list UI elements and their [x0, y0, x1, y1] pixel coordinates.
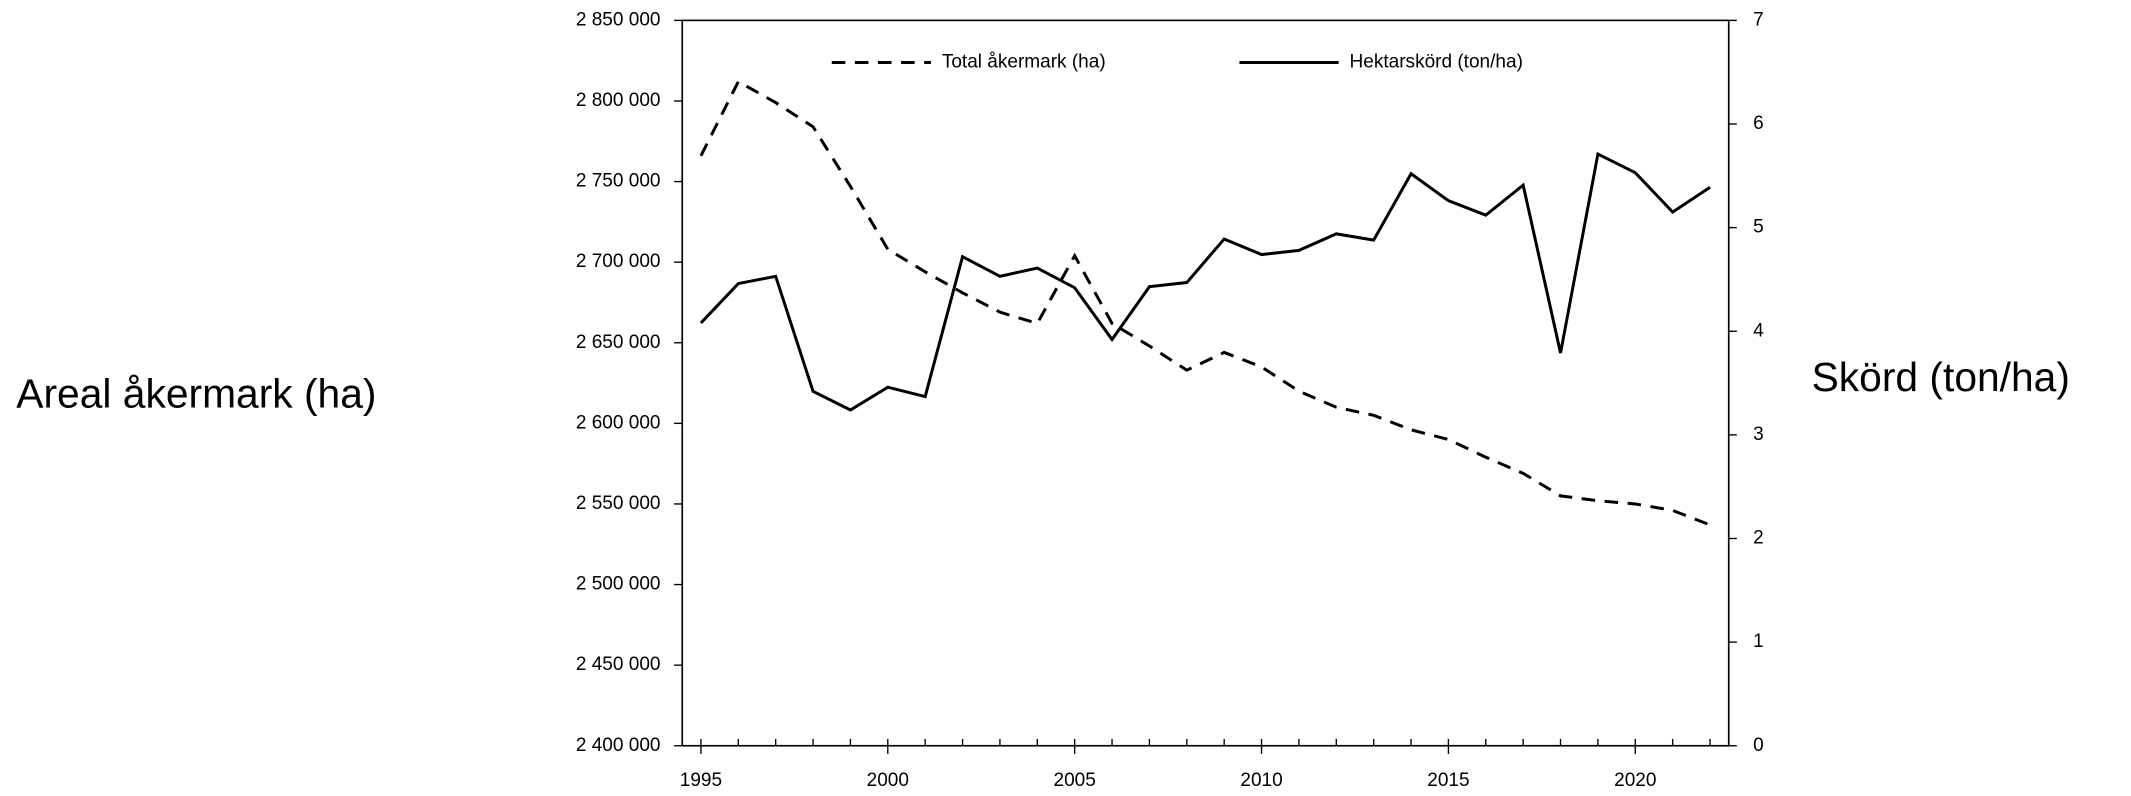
y2-tick-label: 1 [1753, 631, 1764, 652]
y2-tick-label: 6 [1753, 113, 1764, 134]
y-tick-label: 2 400 000 [576, 735, 661, 756]
series-line [699, 79, 1711, 527]
y-tick-label: 2 450 000 [576, 654, 661, 675]
x-tick-label: 2020 [1614, 770, 1656, 791]
legend-label: Total åkermark (ha) [942, 52, 1106, 73]
y-tick-label: 2 650 000 [576, 332, 661, 353]
y-tick-label: 2 500 000 [576, 574, 661, 595]
y-axis-label: Areal åkermark (ha) [16, 370, 376, 416]
x-tick-label: 2015 [1427, 770, 1469, 791]
y2-tick-label: 2 [1753, 528, 1764, 549]
plot-frame [681, 19, 1730, 747]
y-tick-label: 2 700 000 [576, 251, 661, 272]
y2-tick-label: 3 [1753, 424, 1764, 445]
y-tick-label: 2 750 000 [576, 171, 661, 192]
y-tick-label: 2 800 000 [576, 90, 661, 111]
x-tick-label: 1995 [680, 770, 722, 791]
y2-tick-label: 4 [1753, 320, 1764, 341]
y2-tick-label: 5 [1753, 217, 1764, 238]
y-tick-label: 2 550 000 [576, 493, 661, 514]
x-tick-label: 2005 [1054, 770, 1096, 791]
x-tick-label: 2010 [1240, 770, 1282, 791]
y-tick-label: 2 850 000 [576, 9, 661, 30]
y2-axis-label: Skörd (ton/ha) [1812, 354, 2070, 400]
y-tick-label: 2 600 000 [576, 412, 661, 433]
y2-tick-label: 0 [1753, 735, 1764, 756]
x-tick-label: 2000 [867, 770, 909, 791]
legend-label: Hektarskörd (ton/ha) [1350, 52, 1523, 73]
series-line [699, 151, 1711, 412]
y2-tick-label: 7 [1753, 9, 1764, 30]
